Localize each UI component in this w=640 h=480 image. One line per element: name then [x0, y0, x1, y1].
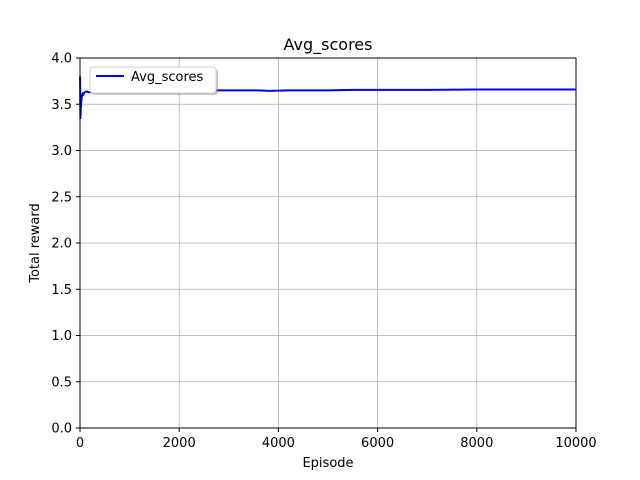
axis-ticks: 0 2000 4000 6000 8000 10000 0.0 0.5 1.0 1.5 2.0 2.5…: [51, 52, 596, 452]
y-tick-label: 3.0: [51, 144, 72, 159]
y-tick-label: 1.0: [51, 329, 72, 344]
legend-label-avg-scores: Avg_scores: [131, 70, 204, 85]
y-axis-label: Total reward: [28, 203, 43, 284]
x-tick-label: 8000: [460, 436, 493, 451]
y-tick-label: 0.0: [51, 422, 72, 437]
x-tick-label: 10000: [555, 436, 596, 451]
x-tick-label: 2000: [163, 436, 196, 451]
x-tick-label: 0: [76, 436, 84, 451]
chart-title: Avg_scores: [284, 35, 373, 55]
y-tick-label: 3.5: [51, 98, 72, 113]
legend-box: [89, 66, 217, 94]
x-tick-label: 4000: [262, 436, 295, 451]
y-tick-label: 4.0: [51, 52, 72, 67]
legend: Avg_scores: [89, 66, 218, 95]
y-tick-label: 1.5: [51, 283, 72, 298]
y-tick-label: 0.5: [51, 375, 72, 390]
y-tick-label: 2.0: [51, 237, 72, 252]
x-tick-label: 6000: [361, 436, 394, 451]
y-tick-label: 2.5: [51, 190, 72, 205]
x-axis-label: Episode: [302, 456, 353, 471]
